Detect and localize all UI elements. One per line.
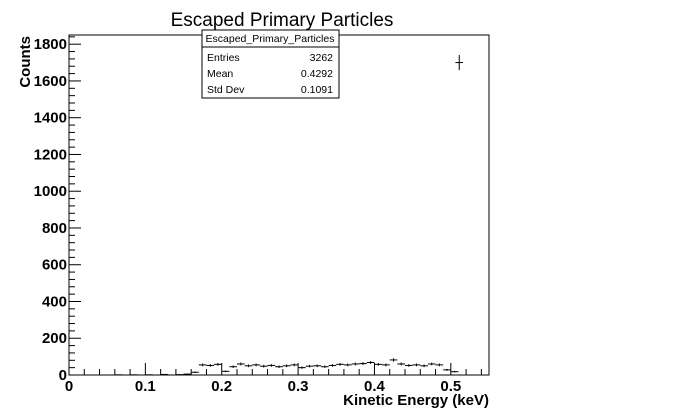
histogram-bin <box>198 363 207 367</box>
histogram-bin <box>206 364 215 367</box>
x-tick-label: 0.1 <box>135 378 156 395</box>
histogram-bin <box>412 363 421 367</box>
stats-stddev-label: Std Dev <box>207 84 245 96</box>
x-axis: 0 0.1 0.2 0.3 0.4 0.5 <box>65 363 482 395</box>
histogram-bin <box>275 365 283 368</box>
stats-entries-value: 3262 <box>310 52 334 64</box>
stats-box-title: Escaped_Primary_Particles <box>206 33 335 45</box>
histogram-bin <box>298 366 306 369</box>
histogram-bin <box>450 370 459 373</box>
stats-entries-label: Entries <box>207 52 240 64</box>
histogram-bin <box>420 364 428 368</box>
histogram-bin <box>328 364 337 367</box>
histogram-bin <box>237 362 245 366</box>
stats-stddev-value: 0.1091 <box>301 84 333 96</box>
y-tick-label: 0 <box>59 367 67 384</box>
histogram-bin <box>321 365 329 368</box>
y-tick-label: 1800 <box>34 36 67 53</box>
histogram-bin <box>160 373 169 375</box>
x-tick-label: 0.2 <box>211 378 232 395</box>
histogram-bin <box>443 368 451 371</box>
x-tick-label: 0.4 <box>364 378 386 395</box>
histogram-bin <box>313 364 321 368</box>
histogram-bin <box>244 364 253 368</box>
histogram-bin <box>359 362 367 366</box>
y-tick-label: 400 <box>42 293 67 310</box>
histogram-bin <box>191 371 199 373</box>
x-axis-label: Kinetic Energy (keV) <box>343 392 489 409</box>
y-tick-label: 1000 <box>34 183 67 200</box>
histogram-bin <box>221 370 230 373</box>
histogram-bin <box>336 362 344 366</box>
histogram-bin <box>252 363 260 367</box>
histogram-bin <box>183 373 192 375</box>
histogram-bin <box>351 362 360 366</box>
histogram-bin <box>214 362 222 366</box>
histogram-bin <box>435 363 444 367</box>
histogram-bin <box>374 362 383 366</box>
y-tick-label: 600 <box>42 257 67 274</box>
x-tick-label: 0.5 <box>440 378 461 395</box>
histogram-bin <box>455 54 464 71</box>
y-tick-label: 1600 <box>34 73 67 90</box>
y-axis: 0 200 400 600 800 1000 1200 1400 1600 1800 <box>34 36 81 384</box>
y-tick-label: 200 <box>42 330 67 347</box>
histogram-bin <box>382 363 390 367</box>
histogram-bin <box>282 364 291 368</box>
histogram-bin <box>290 363 299 367</box>
histogram-bins <box>114 54 464 376</box>
y-tick-label: 800 <box>42 220 67 237</box>
y-tick-label: 1200 <box>34 146 67 163</box>
chart-title: Escaped Primary Particles <box>171 10 394 31</box>
stats-box-frame <box>201 29 340 99</box>
histogram-bin <box>397 362 405 366</box>
y-tick-label: 1400 <box>34 110 67 127</box>
histogram-bin <box>405 364 413 367</box>
histogram-bin <box>366 360 375 365</box>
x-tick-label: 0.3 <box>288 378 309 395</box>
histogram-bin <box>259 364 268 368</box>
histogram-bin <box>267 364 276 367</box>
histogram-bin <box>343 363 352 367</box>
histogram-bin <box>175 374 184 376</box>
x-tick-label: 0 <box>65 378 73 395</box>
stats-mean-value: 0.4292 <box>301 68 333 80</box>
stats-box: Escaped_Primary_Particles Entries 3262 M… <box>201 29 340 99</box>
histogram-bin <box>427 362 436 366</box>
stats-mean-label: Mean <box>207 68 233 80</box>
histogram-bin <box>305 364 314 368</box>
histogram-bin <box>229 365 237 368</box>
histogram-bin <box>389 358 398 362</box>
y-axis-label: Counts <box>17 36 34 88</box>
